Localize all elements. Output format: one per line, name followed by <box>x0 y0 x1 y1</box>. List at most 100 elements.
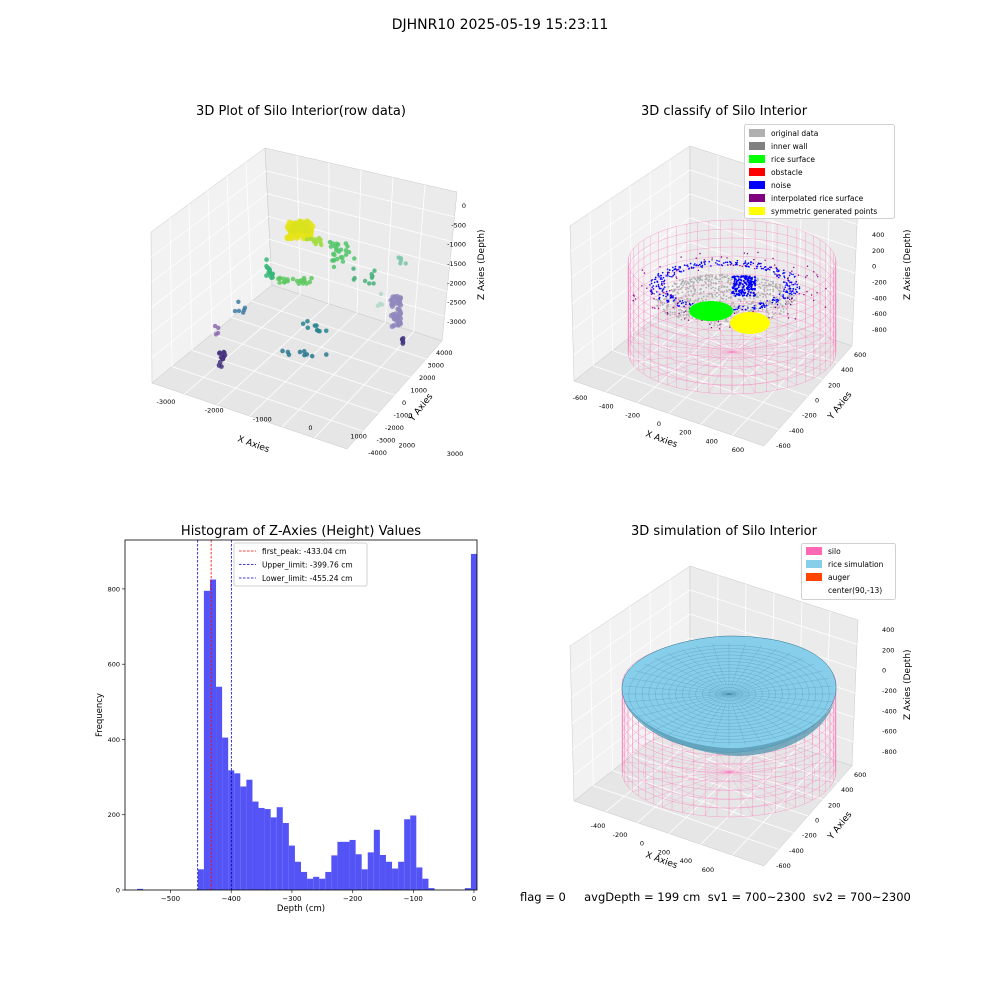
classified-point-cloud <box>632 251 827 334</box>
simulation-y-tick: 400 <box>841 786 853 794</box>
raw-point <box>232 308 238 314</box>
classify-y-label: Y Axies <box>826 390 855 423</box>
noise-point <box>794 283 796 285</box>
interp-point <box>790 298 793 300</box>
raw-point <box>340 259 346 264</box>
original-point <box>674 311 676 314</box>
interp-point <box>753 258 755 261</box>
raw-x-tick: -3000 <box>157 398 176 406</box>
noise-point <box>752 292 755 295</box>
interp-point <box>726 257 728 259</box>
original-point <box>679 288 682 290</box>
noise-point <box>666 273 669 276</box>
original-point <box>702 291 705 293</box>
raw-point <box>222 352 228 358</box>
noise-point <box>772 298 775 301</box>
raw-point <box>291 221 298 228</box>
simulation-y-tick: 0 <box>815 817 819 825</box>
original-point <box>671 285 674 288</box>
classify-z-tick: 0 <box>872 263 876 271</box>
original-point <box>707 274 710 277</box>
noise-point <box>752 306 754 309</box>
original-point <box>709 280 712 283</box>
silo-base-ring <box>690 335 774 369</box>
x-tick-label: −100 <box>404 895 423 903</box>
raw-z-tick: -1500 <box>447 260 466 268</box>
noise-point <box>753 287 756 290</box>
noise-point <box>745 286 748 289</box>
original-point <box>759 287 762 289</box>
classify-y-tick: 0 <box>815 397 819 405</box>
noise-point <box>752 262 755 265</box>
noise-point <box>789 272 791 274</box>
interp-point <box>768 317 770 319</box>
noise-point <box>660 274 662 277</box>
noise-point <box>659 278 662 280</box>
original-point <box>690 290 693 293</box>
simulation-z-tick: 0 <box>882 667 886 675</box>
noise-point <box>740 279 743 282</box>
histogram-bar <box>464 888 471 890</box>
original-point <box>770 306 772 309</box>
original-point <box>721 284 724 287</box>
noise-point <box>747 276 750 279</box>
original-point <box>735 312 738 315</box>
original-point <box>685 282 688 285</box>
mesh-spoke <box>644 693 730 725</box>
interp-point <box>785 303 787 305</box>
noise-point <box>729 260 731 263</box>
original-point <box>685 314 688 317</box>
original-point <box>685 316 688 319</box>
original-point <box>686 280 689 283</box>
noise-point <box>678 266 680 268</box>
original-point <box>770 302 772 304</box>
noise-point <box>693 264 695 266</box>
noise-point <box>671 269 674 272</box>
raw-point <box>352 256 357 261</box>
simulation-x-tick: 0 <box>640 840 644 848</box>
noise-point <box>744 262 747 264</box>
original-point <box>673 307 676 310</box>
original-point <box>681 291 684 294</box>
original-point <box>697 297 700 300</box>
original-point <box>774 284 777 287</box>
original-point <box>729 296 732 299</box>
original-point <box>788 302 791 304</box>
noise-point <box>759 303 762 306</box>
noise-point <box>685 303 687 306</box>
original-point <box>720 286 723 289</box>
x-tick-label: −400 <box>222 895 241 903</box>
noise-point <box>782 290 785 292</box>
histogram-bar <box>282 823 289 890</box>
noise-point <box>733 292 736 295</box>
noise-point <box>784 286 787 288</box>
raw-point <box>346 249 352 255</box>
raw-point <box>390 294 396 300</box>
silo-base-spoke <box>731 333 826 353</box>
legend-swatch <box>749 142 765 150</box>
simulation-x-tick: 600 <box>702 866 714 874</box>
original-point <box>779 287 782 290</box>
original-point <box>789 300 792 302</box>
noise-point <box>734 263 737 266</box>
simulation-legend: silo rice simulation auger center(90,-13) <box>801 543 896 600</box>
raw-point <box>331 264 337 270</box>
noise-point <box>652 288 655 290</box>
interp-point <box>670 293 672 296</box>
original-point <box>705 295 708 298</box>
original-point <box>739 300 742 303</box>
noise-point <box>743 288 746 291</box>
original-point <box>782 308 785 311</box>
raw-point <box>362 278 368 284</box>
interp-point <box>743 252 746 254</box>
noise-point <box>662 276 665 279</box>
original-point <box>764 281 767 284</box>
mesh-spoke <box>728 693 777 740</box>
classify-z-tick: -800 <box>872 326 887 334</box>
original-point <box>767 304 770 306</box>
original-point <box>710 281 713 284</box>
noise-point <box>661 290 664 292</box>
noise-point <box>745 294 748 297</box>
noise-point <box>762 302 765 305</box>
raw-z-label: Z Axies (Depth) <box>477 229 487 300</box>
